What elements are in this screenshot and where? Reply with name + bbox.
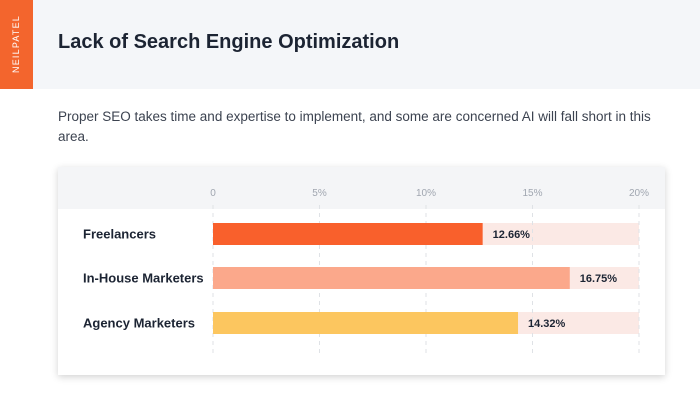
- bar-value-label: 16.75%: [580, 273, 618, 285]
- bar-value-label: 12.66%: [493, 229, 531, 241]
- page-title: Lack of Search Engine Optimization: [58, 31, 400, 53]
- bar: [213, 223, 483, 245]
- page-subtitle: Proper SEO takes time and expertise to i…: [58, 109, 651, 144]
- bar: [213, 267, 570, 289]
- bar-chart: 0 5% 10% 15% 20% 12.66% 16.75% 14.32%: [210, 188, 649, 357]
- category-label: Freelancers: [83, 226, 156, 242]
- x-tick-label: 10%: [416, 188, 436, 199]
- bar: [213, 312, 519, 334]
- bar-value-label: 14.32%: [528, 318, 566, 330]
- category-label: Agency Marketers: [83, 315, 195, 331]
- brand-tab: NEILPATEL: [0, 0, 33, 89]
- brand-logo-text: NEILPATEL: [11, 15, 21, 73]
- x-tick-label: 20%: [629, 188, 649, 199]
- x-tick-label: 0: [210, 188, 216, 199]
- x-tick-label: 15%: [522, 188, 542, 199]
- chart-card: 0 5% 10% 15% 20% 12.66% 16.75% 14.32% Freelance…: [58, 167, 665, 375]
- chart-header-band: [58, 167, 665, 209]
- header-band: NEILPATEL Lack of Search Engine Optimiza…: [0, 0, 700, 89]
- category-label: In-House Marketers: [83, 270, 204, 286]
- x-tick-label: 5%: [312, 188, 327, 199]
